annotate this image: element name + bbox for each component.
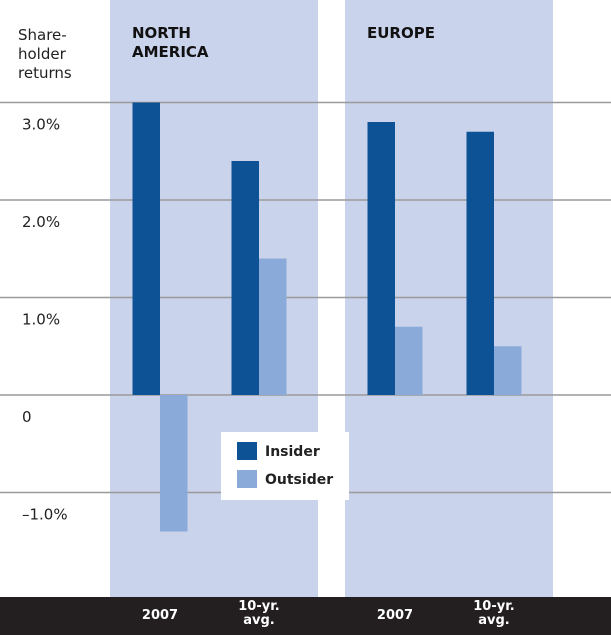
x-tick-label: 2007 — [376, 608, 414, 623]
bar — [494, 346, 522, 395]
x-tick-label: 10-yr. avg. — [473, 599, 515, 628]
y-tick-label: 2.0% — [22, 213, 60, 231]
bar — [466, 131, 494, 395]
group-label: NORTH AMERICA — [132, 24, 209, 61]
bar — [259, 258, 287, 395]
legend-swatch — [237, 442, 257, 460]
y-axis-label: Share-holder returns — [18, 26, 72, 82]
bar — [367, 122, 395, 395]
bar — [231, 161, 259, 395]
y-tick-label: 1.0% — [22, 311, 60, 329]
y-tick-label: 0 — [22, 408, 32, 426]
legend-swatch — [237, 470, 257, 488]
x-tick-label: 2007 — [141, 608, 179, 623]
bar — [395, 326, 423, 395]
legend-label: Insider — [265, 444, 320, 460]
y-tick-label: 3.0% — [22, 116, 60, 134]
y-tick-label: –1.0% — [22, 506, 68, 524]
group-label: EUROPE — [367, 24, 435, 42]
legend-label: Outsider — [265, 472, 333, 488]
bar — [160, 395, 188, 532]
category-band — [0, 597, 611, 635]
bar — [132, 102, 160, 395]
x-tick-label: 10-yr. avg. — [238, 599, 280, 628]
